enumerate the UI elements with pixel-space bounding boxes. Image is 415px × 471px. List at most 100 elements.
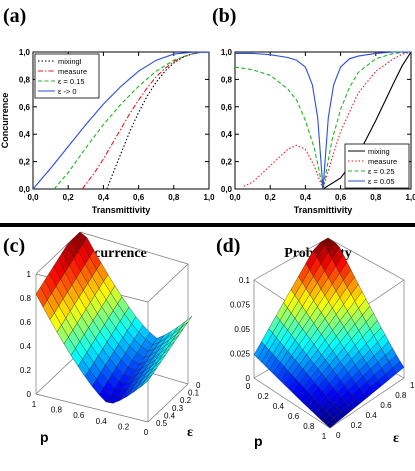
plot-d-xtick-label: 0 (246, 382, 251, 391)
plot-c-ztick-label: 0.8 (20, 294, 32, 303)
plot-a-ytick-label: 0,0 (19, 185, 31, 194)
plot-b-ytick-label: 0,4 (221, 130, 233, 139)
plot-b-ytick-label: 0,8 (221, 75, 233, 84)
plot-a-xtick-label: 0,2 (63, 193, 75, 202)
plot-d-ztick-label: 0 (246, 374, 251, 383)
plot-d-ytick-label: 1 (410, 381, 415, 390)
plot-b-legend-entry: ε = 0.05 (368, 177, 395, 186)
plot-a-legend-entry: ε -> 0 (58, 87, 77, 96)
plot-b-series-line-0 (322, 51, 412, 190)
plot-d-ytick-label: 0.8 (395, 391, 407, 400)
plot-b-xtick-label: 0,8 (370, 193, 382, 202)
plot-a-xtick-label: 0,6 (133, 193, 145, 202)
plot-a-xlabel: Transmittivity (92, 205, 151, 215)
plot-c-surface-patch (140, 374, 153, 387)
plot-d-xtick-label: 0.4 (273, 402, 285, 411)
plot-c-box-edge (35, 351, 81, 395)
plot-a-frame (32, 51, 210, 190)
plot-b-ytick-label: 0,6 (221, 103, 233, 112)
plot-a-legend-entry: mixingI (58, 57, 82, 66)
plot-d-ylabel: ε (393, 431, 399, 446)
plot-c-ztick-label: 0.6 (20, 318, 32, 327)
plot-a-ytick-label: 0,8 (19, 75, 31, 84)
plot-c-ztick-label: 1 (27, 270, 32, 279)
plot-d-box-edge (327, 237, 405, 281)
plot-b-ytick-label: 0,2 (221, 158, 233, 167)
plot-c-surface-patch (180, 315, 193, 329)
plot-a-series-line-1 (81, 51, 210, 190)
plot-a-xtick-label: 0,8 (168, 193, 180, 202)
plot-a-xtick-label: 1,0 (203, 193, 215, 202)
plot-d-ytick-label: 0.4 (366, 411, 378, 420)
plot-b-legend-entry: ε = 0.25 (368, 167, 395, 176)
plot-d-box-edge (253, 237, 329, 281)
plot-d-box-edge (253, 377, 331, 429)
plot-a-ylabel: Concurrence (0, 93, 10, 149)
plot-d-ztick-label: 0.025 (230, 350, 251, 359)
plot-c-xlabel: p (40, 429, 49, 445)
plot-d-surface-patch (325, 418, 338, 429)
plot-a-ytick-label: 1,0 (19, 48, 31, 57)
plot-b-xtick-label: 0,2 (265, 193, 277, 202)
plot-d-box-edge (329, 377, 405, 429)
plot-c-xtick-label: 0 (144, 428, 149, 437)
plot-d-ytick-label: 0.2 (351, 421, 363, 430)
plot-c-ztick-label: 0.4 (20, 342, 32, 351)
plot-c-ytick-label: 0.5 (156, 419, 168, 428)
plot-a-legend-entry: measure (58, 67, 87, 76)
plot-c-ztick-label: 0 (27, 390, 32, 399)
plot-d-xlabel: p (254, 433, 263, 449)
panel-b-label: (b) (212, 5, 236, 27)
plot-b-legend-entry: measure (368, 157, 397, 166)
panel-a-label: (a) (3, 5, 26, 27)
plot-c-box-edge (147, 383, 189, 423)
plot-d-xtick-label: 1 (322, 432, 327, 441)
plot-a-ytick-label: 0,6 (19, 103, 31, 112)
plot-c-box-edge (147, 263, 189, 303)
plot-c-xtick-label: 0.8 (51, 406, 63, 415)
plot-b: 0,0 0,2 0,4 0,6 0,8 1,0 0,0 0,2 0,4 0,6 0,8 1,0 Tran… (221, 48, 415, 215)
plot-c-ytick-label: 0 (196, 381, 201, 390)
plot-d-xtick-label: 0.2 (258, 392, 270, 401)
plot-b-series-line-3 (235, 51, 411, 190)
plot-b-xtick-label: 1,0 (405, 193, 415, 202)
plot-a-series-line-2 (53, 51, 210, 190)
plot-d-ytick-label: 0 (336, 431, 341, 440)
plot-a-xtick-label: 0,0 (27, 193, 39, 202)
plot-a-ytick-label: 0,2 (19, 158, 31, 167)
plot-b-xtick-label: 0,0 (229, 193, 241, 202)
plot-c-xtick-label: 1 (32, 400, 37, 409)
plot-b-xtick-label: 0,4 (300, 193, 312, 202)
plot-b-ytick-label: 1,0 (221, 48, 233, 57)
plot-c-box-edge (79, 231, 189, 265)
plot-c-xtick-label: 0.6 (73, 411, 85, 420)
plot-d-xtick-label: 0.8 (303, 422, 315, 431)
plot-a-xtick-label: 0,4 (98, 193, 110, 202)
plot-d-ytick-label: 0.6 (380, 401, 392, 410)
plot-a-series-line-3 (32, 51, 210, 190)
panel-separator (0, 223, 415, 227)
plot-b-ytick-label: 0,0 (221, 185, 233, 194)
plot-c-ytick-label: 0.2 (180, 396, 192, 405)
plot-c-box-edge (35, 393, 149, 423)
plot-a-series-line-0 (106, 51, 210, 190)
plot-d-ztick-label: 0.075 (230, 301, 251, 310)
plot-d-ztick-label: 0.1 (239, 276, 251, 285)
plot-c-xtick-label: 0.2 (118, 422, 130, 431)
panel-c-label: (c) (3, 235, 25, 257)
plot-c: 10.80.60.40.2010.80.60.40.2000.10.20.30.… (20, 231, 201, 445)
plot-a-legend-entry: ε = 0.15 (58, 77, 85, 86)
panel-d-label: (d) (216, 235, 240, 257)
plot-c-ylabel: ε (187, 425, 193, 440)
plot-d-ztick-label: 0.05 (234, 325, 250, 334)
plot-b-legend-entry: mixing (368, 147, 390, 156)
plot-a-ytick-label: 0,4 (19, 130, 31, 139)
plot-b-xtick-label: 0,6 (335, 193, 347, 202)
plot-b-xlabel: Transmittivity (294, 205, 353, 215)
plot-d-xtick-label: 0.6 (288, 412, 300, 421)
plot-c-xtick-label: 0.4 (96, 417, 108, 426)
plot-c-ztick-label: 0.2 (20, 366, 32, 375)
